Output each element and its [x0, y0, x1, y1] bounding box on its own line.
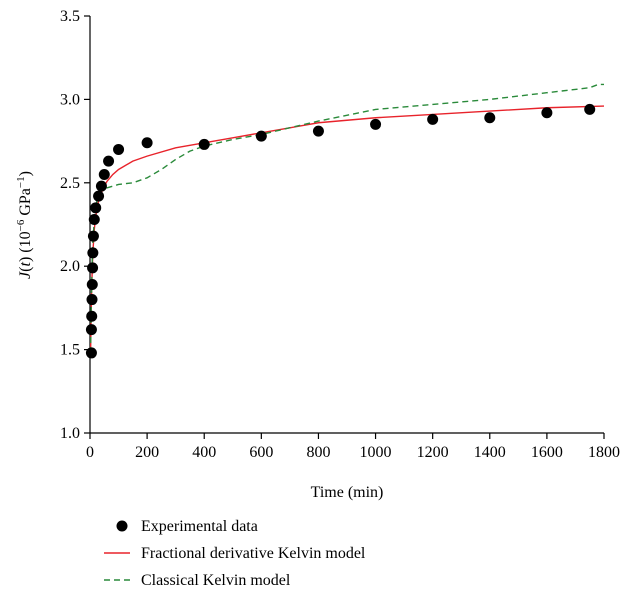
data-point-experimental: [93, 190, 105, 202]
plot-area: [85, 83, 605, 359]
legend-label-experimental: Experimental data: [141, 518, 258, 535]
x-tick-label: 200: [135, 444, 159, 461]
data-point-experimental: [312, 125, 324, 137]
legend-label-classical: Classical Kelvin model: [141, 572, 291, 589]
legend-label-fractional: Fractional derivative Kelvin model: [141, 545, 366, 562]
data-point-experimental: [87, 247, 99, 259]
data-point-experimental: [85, 324, 97, 336]
data-point-experimental: [103, 155, 115, 167]
x-tick-label: 1000: [360, 444, 392, 461]
y-tick-label: 3.5: [60, 8, 80, 25]
data-point-experimental: [95, 180, 107, 192]
x-tick-label: 1400: [474, 444, 506, 461]
x-tick-label: 0: [86, 444, 94, 461]
y-tick-label: 3.0: [60, 91, 80, 108]
data-point-experimental: [85, 347, 97, 359]
axes: [89, 16, 604, 434]
data-point-experimental: [198, 138, 210, 150]
legend-marker-dot: [116, 520, 128, 532]
data-point-experimental: [86, 279, 98, 291]
y-tick-label: 2.5: [60, 175, 80, 192]
data-point-experimental: [484, 112, 496, 124]
data-point-experimental: [113, 143, 125, 155]
data-point-experimental: [427, 113, 439, 125]
data-point-experimental: [370, 118, 382, 130]
data-point-experimental: [141, 137, 153, 149]
y-ticks: 1.0 1.5 2.0 2.5 3.0 3.5: [60, 8, 90, 442]
data-point-experimental: [86, 310, 98, 322]
data-point-experimental: [255, 130, 267, 142]
y-tick-label: 2.0: [60, 258, 80, 275]
x-tick-label: 1600: [531, 444, 563, 461]
x-axis-title: Time (min): [311, 484, 384, 501]
data-point-experimental: [98, 168, 110, 180]
data-point-experimental: [88, 213, 100, 225]
legend-item-classical: Classical Kelvin model: [104, 572, 291, 589]
y-axis-title: J(t) (10−6 GPa−1): [15, 171, 34, 279]
data-point-experimental: [86, 294, 98, 306]
series-line-classical-kelvin: [89, 83, 604, 353]
x-tick-label: 600: [249, 444, 273, 461]
y-tick-label: 1.5: [60, 342, 80, 359]
x-tick-label: 1200: [417, 444, 449, 461]
legend-item-fractional: Fractional derivative Kelvin model: [104, 545, 366, 562]
data-point-experimental: [584, 103, 596, 115]
y-tick-label: 1.0: [60, 425, 80, 442]
x-tick-label: 400: [192, 444, 216, 461]
data-point-experimental: [87, 230, 99, 242]
x-tick-label: 1800: [588, 444, 620, 461]
data-point-experimental: [87, 262, 99, 274]
x-tick-label: 800: [306, 444, 330, 461]
legend-item-experimental: Experimental data: [116, 518, 258, 535]
legend: Experimental data Fractional derivative …: [104, 518, 366, 589]
series-line-fractional-kelvin: [89, 105, 605, 353]
data-point-experimental: [90, 202, 102, 214]
x-ticks: 0 200 400 600 800 1000 1200 1400 1600 1800: [86, 433, 620, 461]
data-point-experimental: [541, 107, 553, 119]
